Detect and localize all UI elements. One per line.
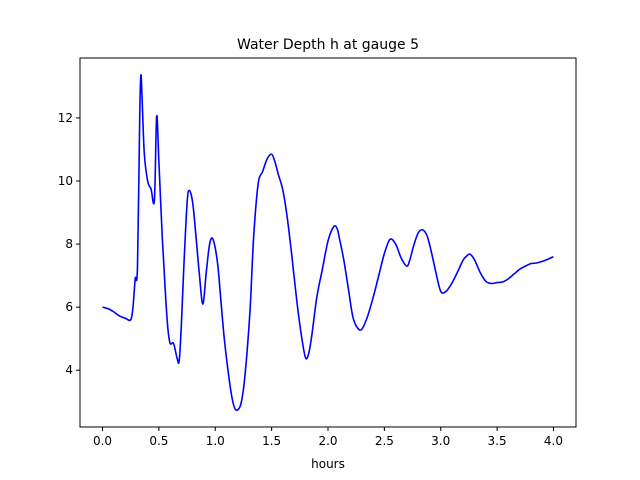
x-tick-label: 0.0 <box>93 434 112 448</box>
y-axis: 4 6 8 10 12 <box>58 111 80 377</box>
chart-title: Water Depth h at gauge 5 <box>237 37 419 53</box>
y-tick-label: 6 <box>65 300 73 314</box>
y-tick-label: 12 <box>58 111 73 125</box>
plot-area <box>102 73 554 411</box>
x-tick-label: 2.0 <box>318 434 337 448</box>
x-tick-label: 3.0 <box>431 434 450 448</box>
y-tick-label: 8 <box>65 237 73 251</box>
plot-frame <box>79 57 577 428</box>
y-tick-label: 4 <box>65 363 73 377</box>
x-tick-label: 1.5 <box>262 434 281 448</box>
x-tick-label: 2.5 <box>375 434 394 448</box>
y-tick-label: 10 <box>58 174 73 188</box>
x-tick-label: 0.5 <box>149 434 168 448</box>
x-axis-label: hours <box>311 457 345 471</box>
x-tick-label: 1.0 <box>206 434 225 448</box>
series-line-0 <box>102 73 554 411</box>
x-tick-label: 3.5 <box>488 434 507 448</box>
x-tick-label: 4.0 <box>544 434 563 448</box>
x-axis: 0.0 0.5 1.0 1.5 2.0 2.5 3.0 3.5 4.0 <box>93 427 563 448</box>
